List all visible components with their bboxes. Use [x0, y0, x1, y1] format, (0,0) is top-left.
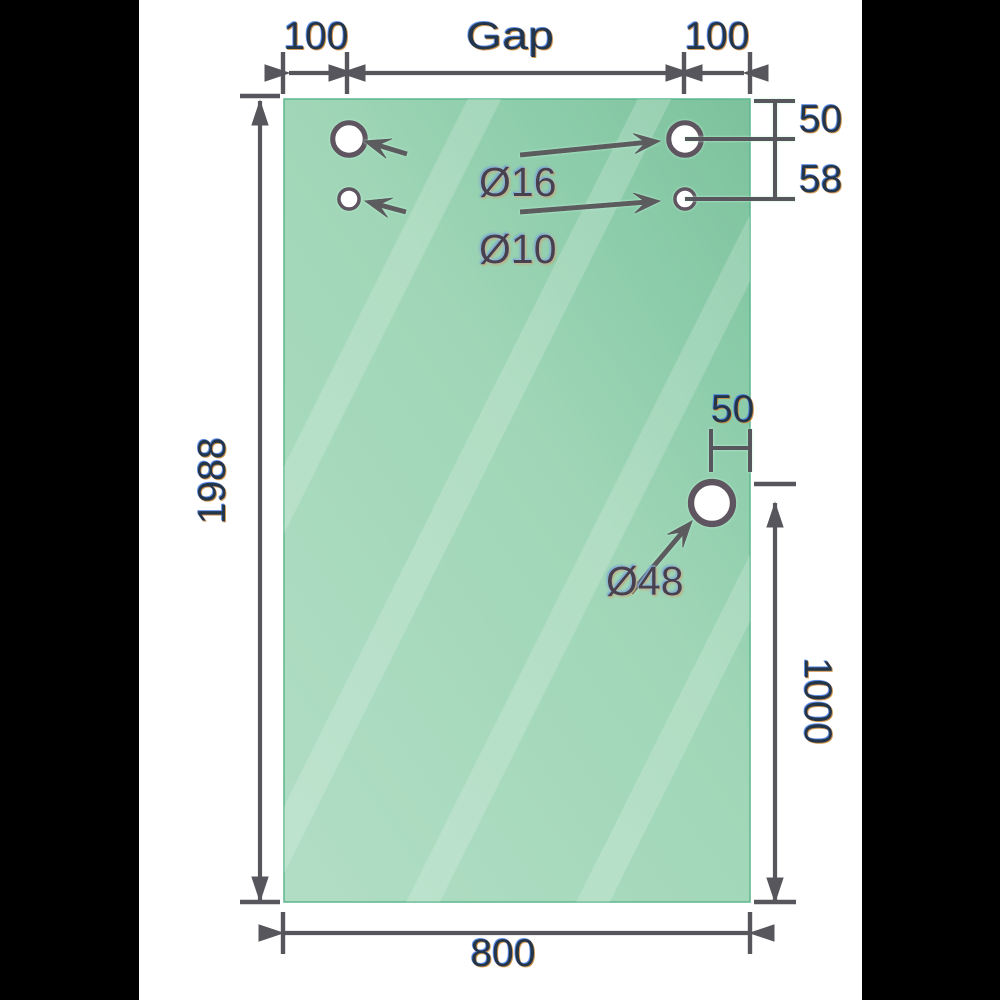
- svg-text:800: 800: [470, 932, 535, 975]
- svg-text:100: 100: [283, 15, 348, 58]
- svg-text:50: 50: [711, 388, 754, 431]
- svg-text:Ø48: Ø48: [606, 558, 684, 604]
- svg-text:1000: 1000: [796, 658, 839, 745]
- svg-text:Gap: Gap: [466, 15, 554, 58]
- svg-text:50: 50: [799, 98, 842, 141]
- svg-text:100: 100: [684, 15, 749, 58]
- svg-text:1988: 1988: [191, 438, 234, 525]
- svg-text:Ø10: Ø10: [479, 226, 557, 272]
- svg-text:Ø16: Ø16: [479, 159, 557, 205]
- svg-text:58: 58: [799, 158, 842, 201]
